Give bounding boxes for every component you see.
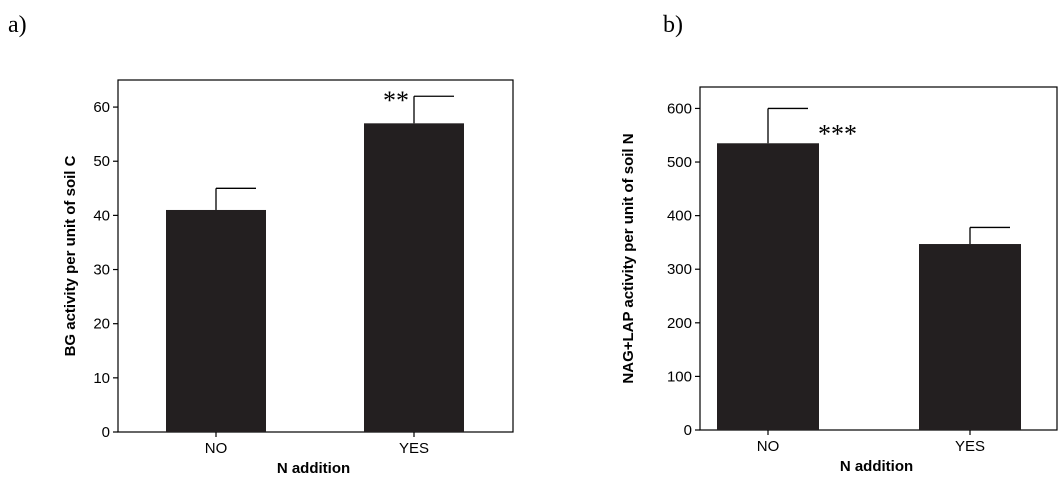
bar-yes bbox=[919, 244, 1021, 430]
bar-no bbox=[717, 143, 819, 430]
x-tick-label: NO bbox=[205, 440, 228, 457]
plot-frame bbox=[699, 86, 1058, 431]
y-axis-title: NAG+LAP activity per unit of soil N bbox=[620, 133, 637, 383]
x-tick-label: YES bbox=[955, 438, 985, 455]
x-axis-title: N addition bbox=[840, 458, 913, 475]
y-tick-label: 200 bbox=[667, 315, 692, 332]
y-tick-label: 0 bbox=[102, 424, 110, 441]
chart-b: 0 100 200 300 400 500 600 NO YES *** N addition NAG… bbox=[620, 86, 1058, 475]
y-tick-label: 600 bbox=[667, 100, 692, 117]
y-tick-label: 40 bbox=[93, 207, 110, 224]
chart-a: 0 10 20 30 40 50 60 NO YES ** N addition BG activit… bbox=[62, 79, 514, 477]
significance-label: ** bbox=[383, 86, 409, 115]
significance-label: *** bbox=[818, 119, 857, 148]
y-tick-label: 20 bbox=[93, 316, 110, 333]
x-tick-label: YES bbox=[399, 440, 429, 457]
y-tick-label: 30 bbox=[93, 262, 110, 279]
y-axis-title: BG activity per unit of soil C bbox=[62, 155, 79, 356]
x-axis-title: N addition bbox=[277, 460, 350, 477]
x-tick-label: NO bbox=[757, 438, 780, 455]
panel-a-letter: a) bbox=[8, 12, 27, 38]
y-tick-label: 400 bbox=[667, 208, 692, 225]
y-tick-label: 0 bbox=[684, 422, 692, 439]
bar-yes bbox=[364, 123, 464, 433]
bar-no bbox=[166, 209, 266, 432]
y-tick-label: 10 bbox=[93, 370, 110, 387]
y-tick-label: 300 bbox=[667, 261, 692, 278]
y-tick-label: 60 bbox=[93, 99, 110, 116]
panel-b-letter: b) bbox=[663, 12, 683, 38]
y-tick-label: 500 bbox=[667, 154, 692, 171]
y-tick-label: 50 bbox=[93, 153, 110, 170]
plot-frame bbox=[117, 79, 514, 433]
y-tick-label: 100 bbox=[667, 368, 692, 385]
